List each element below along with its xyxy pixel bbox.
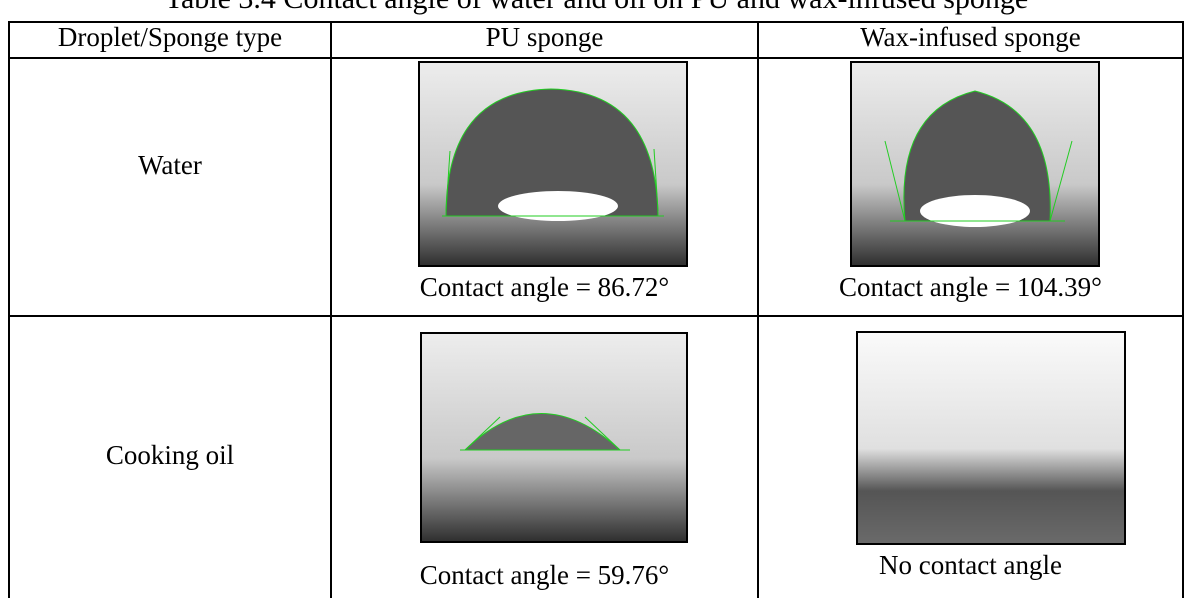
- caption: Contact angle = 104.39°: [759, 272, 1182, 303]
- header-cell: Wax-infused sponge: [759, 22, 1182, 53]
- sponge-image: [856, 331, 1126, 546]
- header-cell: Droplet/Sponge type: [10, 22, 330, 53]
- caption: No contact angle: [759, 550, 1182, 581]
- caption: Contact angle = 86.72°: [332, 272, 757, 303]
- header-cell: PU sponge: [332, 22, 757, 53]
- table-title: Table 3.4 Contact angle of water and oil…: [0, 0, 1193, 16]
- droplet-image: [850, 61, 1100, 267]
- rule: [8, 315, 1184, 317]
- row-label: Cooking oil: [10, 440, 330, 471]
- rule: [1182, 21, 1184, 598]
- page: Table 3.4 Contact angle of water and oil…: [0, 0, 1193, 598]
- rule: [8, 21, 10, 598]
- row-label: Water: [10, 150, 330, 181]
- rule: [330, 21, 332, 598]
- droplet-image: [420, 332, 688, 543]
- rule: [757, 21, 759, 598]
- droplet-image: [418, 61, 688, 267]
- rule: [8, 57, 1184, 59]
- caption: Contact angle = 59.76°: [332, 560, 757, 591]
